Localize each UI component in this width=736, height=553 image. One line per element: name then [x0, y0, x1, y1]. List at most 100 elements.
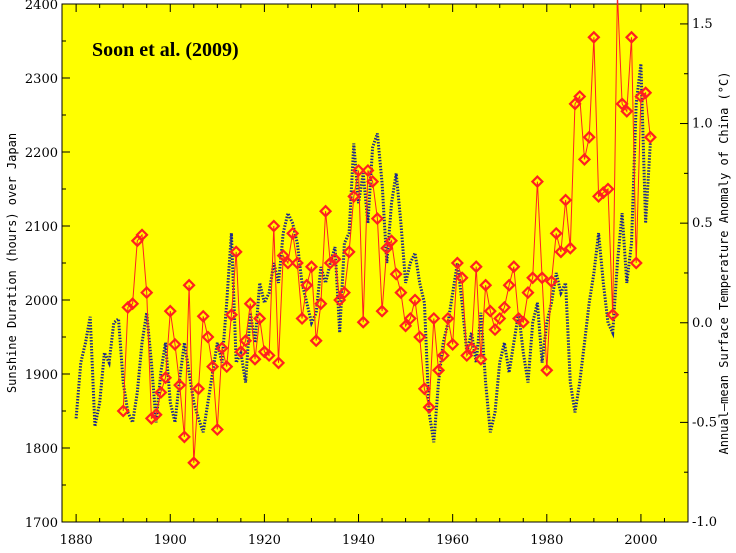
series-point — [163, 304, 177, 318]
series-point — [507, 260, 521, 274]
series-point — [582, 130, 596, 144]
series-point — [361, 163, 375, 178]
series-point — [319, 204, 333, 218]
series-point — [135, 228, 149, 242]
series-point — [446, 337, 460, 351]
series-point — [464, 341, 479, 355]
series-point — [187, 456, 201, 470]
chart-title: Soon et al. (2009) — [92, 39, 239, 61]
series-point — [149, 408, 163, 422]
series-point — [422, 400, 436, 414]
series-point — [403, 311, 417, 326]
series-point — [474, 352, 488, 366]
series-point — [488, 323, 502, 337]
series-point — [606, 308, 620, 322]
series-point — [262, 348, 276, 363]
series-point — [271, 356, 286, 370]
series-point — [469, 260, 483, 274]
series-point — [234, 345, 248, 359]
series-point — [460, 348, 474, 363]
series-point — [224, 308, 238, 322]
series-point — [323, 256, 337, 270]
series-point — [304, 260, 319, 274]
y-left-tick-label-4: 2100 — [25, 220, 58, 235]
y-left-tick-label-0: 1700 — [25, 516, 58, 531]
y-right-tick-label-1: -0.5 — [692, 415, 717, 430]
series-point — [276, 249, 290, 263]
series-point — [431, 363, 446, 377]
ticks-layer: 1880 1900 1920 1940 1960 1980 2000 1700 1800 1900… — [25, 0, 717, 548]
series-point — [210, 422, 224, 437]
series-point — [356, 315, 370, 329]
series-point — [290, 256, 304, 270]
series-point — [399, 319, 413, 333]
series-point — [206, 360, 220, 374]
series-point — [526, 271, 540, 285]
series-point — [521, 286, 535, 300]
series-point — [347, 189, 361, 203]
series-point — [413, 330, 427, 344]
series-point — [544, 274, 559, 289]
series-point — [535, 271, 549, 285]
series-point — [502, 278, 516, 292]
y-left-tick-label-5: 2200 — [25, 146, 58, 161]
series-point — [215, 341, 229, 355]
y-right-tick-label-0: -1.0 — [692, 515, 717, 530]
series-point — [121, 300, 135, 314]
series-point — [592, 189, 606, 203]
series-point — [144, 411, 158, 425]
series-point — [563, 241, 577, 255]
y-right-tick-label-2: 0.0 — [692, 316, 713, 331]
series-point — [634, 89, 648, 104]
series-point — [366, 175, 380, 189]
series-line-0 — [74, 63, 652, 443]
series-point — [295, 311, 309, 326]
series-point — [601, 182, 615, 196]
series-point — [154, 385, 168, 400]
series-point — [639, 86, 653, 100]
series-point — [229, 245, 243, 259]
series-point — [530, 175, 544, 189]
series-point — [168, 337, 182, 351]
y-axis-right-title: Annual–mean Surface Temperature Anomaly … — [717, 72, 731, 455]
series-point — [116, 404, 130, 418]
series-point — [384, 234, 399, 248]
series-point — [629, 256, 643, 270]
series-point — [351, 163, 366, 178]
series-point — [158, 371, 173, 385]
series-point — [436, 348, 450, 363]
series-point — [540, 363, 554, 377]
series-point — [342, 245, 356, 259]
series-point — [577, 152, 592, 166]
series-point — [596, 186, 610, 200]
series-point — [441, 311, 455, 326]
series-point — [375, 304, 389, 318]
x-tick-label-5: 1980 — [530, 533, 563, 548]
y-left-tick-label-6: 2300 — [25, 72, 58, 87]
series-point — [516, 315, 530, 329]
series-point — [370, 212, 384, 226]
series-point — [173, 378, 187, 392]
series-point — [126, 297, 140, 311]
series-point — [140, 286, 154, 300]
series-point — [483, 304, 497, 318]
series-point — [196, 309, 210, 323]
series-point — [239, 334, 253, 348]
series-point — [389, 267, 403, 281]
x-tick-label-6: 2000 — [624, 533, 657, 548]
series-point — [479, 278, 493, 292]
y-left-tick-label-1: 1800 — [25, 442, 58, 457]
series-point — [337, 286, 351, 300]
series-line-1 — [122, 0, 651, 463]
series-point — [427, 311, 441, 326]
series-point — [201, 330, 215, 344]
series-point — [554, 245, 568, 259]
series-point — [328, 252, 342, 266]
series-point — [493, 311, 507, 326]
series-point — [380, 241, 394, 255]
series-point — [182, 278, 196, 292]
y-left-tick-label-7: 2400 — [25, 0, 58, 13]
series-point — [497, 300, 511, 314]
y-right-tick-label-5: 1.5 — [692, 17, 713, 32]
